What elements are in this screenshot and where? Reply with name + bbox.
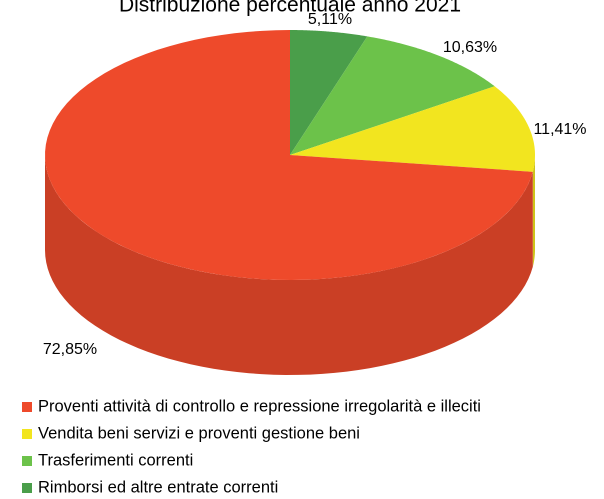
value-label: 5,11% — [308, 11, 352, 28]
slice-side — [45, 155, 533, 375]
legend-label: Rimborsi ed altre entrate correnti — [38, 478, 278, 496]
legend-label: Proventi attività di controllo e repress… — [38, 397, 481, 415]
value-label: 10,63% — [443, 39, 497, 56]
chart-title: Distribuzione percentuale anno 2021 — [119, 0, 461, 17]
slice — [290, 36, 495, 156]
slice — [290, 30, 368, 155]
legend-label: Vendita beni servizi e proventi gestione… — [38, 424, 360, 442]
legend-swatch — [22, 456, 32, 466]
value-label: 11,41% — [533, 121, 586, 138]
legend-swatch — [22, 483, 32, 493]
legend-swatch — [22, 429, 32, 439]
legend-label: Trasferimenti correnti — [38, 451, 193, 469]
slice-side — [532, 155, 535, 267]
slice — [290, 86, 535, 172]
legend-swatch — [22, 402, 32, 412]
slice — [45, 30, 533, 280]
value-label: 72,85% — [43, 341, 97, 358]
